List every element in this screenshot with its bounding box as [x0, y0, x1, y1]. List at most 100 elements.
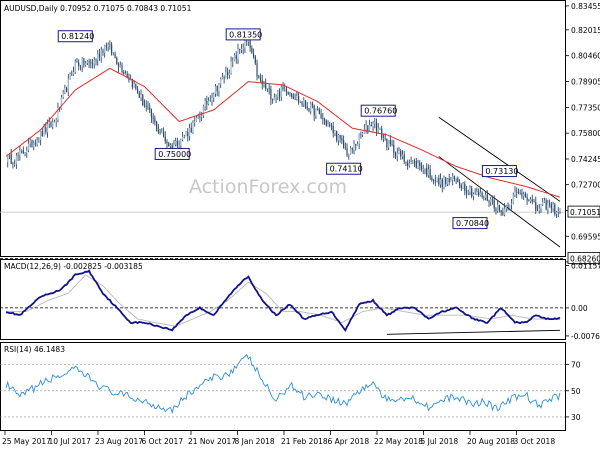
channel-bottom [438, 156, 561, 248]
candle-body [549, 203, 551, 205]
candle-body [233, 55, 236, 61]
candle-body [453, 175, 455, 179]
candle-body [491, 199, 494, 200]
candle-body [154, 118, 156, 122]
candle-body [43, 127, 45, 137]
candle-body [550, 204, 552, 209]
candle-body [448, 178, 450, 183]
candle-body [140, 94, 142, 98]
candle-body [65, 88, 68, 93]
candle-body [252, 53, 255, 57]
candle-body [149, 107, 151, 110]
candle-body [277, 91, 279, 97]
candle-body [161, 131, 163, 133]
price-annotations: 0.81240 0.81350 0.75000 0.76760 0.74110 0.731… [57, 28, 519, 230]
candle-body [112, 53, 114, 55]
candle-body [40, 131, 42, 140]
candle-body [462, 183, 464, 189]
rsi-panel-frame [0, 342, 566, 431]
candle-body [443, 177, 445, 188]
candle-body [363, 129, 365, 133]
candle-body [34, 143, 37, 145]
candle-body [128, 77, 130, 81]
candle-body [261, 80, 263, 85]
candle-body [230, 61, 232, 74]
candle-body [201, 115, 203, 117]
candle-body [296, 96, 298, 100]
candle-body [220, 78, 222, 85]
candle-body [204, 101, 206, 107]
candle-body [410, 162, 412, 164]
candle-body [516, 191, 518, 193]
candle-body [90, 62, 92, 64]
candle-body [202, 106, 204, 116]
candle-body [353, 144, 355, 150]
price-tick-label: 0.75800 [571, 129, 600, 138]
candle-body [199, 116, 201, 118]
annotation-label: 0.76760 [364, 107, 397, 116]
candle-body [311, 103, 314, 106]
candle-body [104, 45, 106, 53]
candle-body [136, 88, 139, 94]
candle-body [320, 113, 322, 118]
candle-body [529, 199, 532, 202]
candle-body [225, 72, 227, 79]
candle-body [156, 121, 158, 130]
candle-body [313, 105, 315, 116]
price-tick-label: 0.77350 [571, 103, 600, 112]
candle-body [244, 41, 246, 48]
candle-body [457, 178, 459, 183]
candle-body [528, 200, 530, 202]
candle-body [142, 94, 144, 106]
candle-body [445, 177, 447, 185]
candle-body [476, 191, 478, 195]
candle-body [405, 161, 407, 163]
candle-body [467, 191, 469, 193]
candle-body [124, 73, 127, 75]
candle-body [64, 88, 66, 93]
candle-body [211, 97, 213, 101]
candle-body [206, 101, 208, 105]
candle-body [346, 148, 348, 156]
candle-body [535, 202, 537, 211]
candle-body [474, 193, 476, 195]
candle-body [375, 121, 378, 132]
candle-body [135, 83, 137, 89]
candle-body [514, 191, 516, 195]
candle-body [83, 58, 85, 66]
candle-body [478, 191, 480, 196]
candle-body [342, 140, 345, 148]
candle-body [259, 77, 262, 81]
candle-body [102, 50, 104, 53]
candle-body [251, 47, 253, 54]
candle-body [76, 61, 78, 63]
candle-body [53, 121, 56, 122]
candle-body [488, 200, 490, 202]
candle-body [227, 72, 229, 76]
candle-body [282, 87, 284, 90]
macd-tick-label: 0.00 [571, 304, 588, 313]
price-channel-lines [438, 116, 561, 248]
candle-body [285, 88, 288, 93]
candle-body [334, 130, 336, 134]
candle-body [266, 88, 269, 89]
candle-body [486, 194, 488, 201]
time-tick-label: 22 May 2018 [374, 437, 423, 446]
candle-body [185, 132, 187, 137]
candle-body [192, 122, 194, 133]
candle-body [524, 193, 526, 197]
candle-body [413, 161, 416, 162]
candle-body [55, 119, 57, 122]
candle-body [348, 154, 350, 156]
candle-body [256, 63, 258, 77]
candle-body [500, 210, 502, 213]
time-tick-label: 6 Oct 2017 [142, 437, 184, 446]
candle-body [62, 92, 64, 98]
support-level-tag [567, 252, 600, 264]
candle-body [458, 182, 461, 186]
last-price-label: 0.71051 [570, 208, 600, 217]
candle-body [72, 72, 75, 75]
candle-body [209, 100, 211, 102]
